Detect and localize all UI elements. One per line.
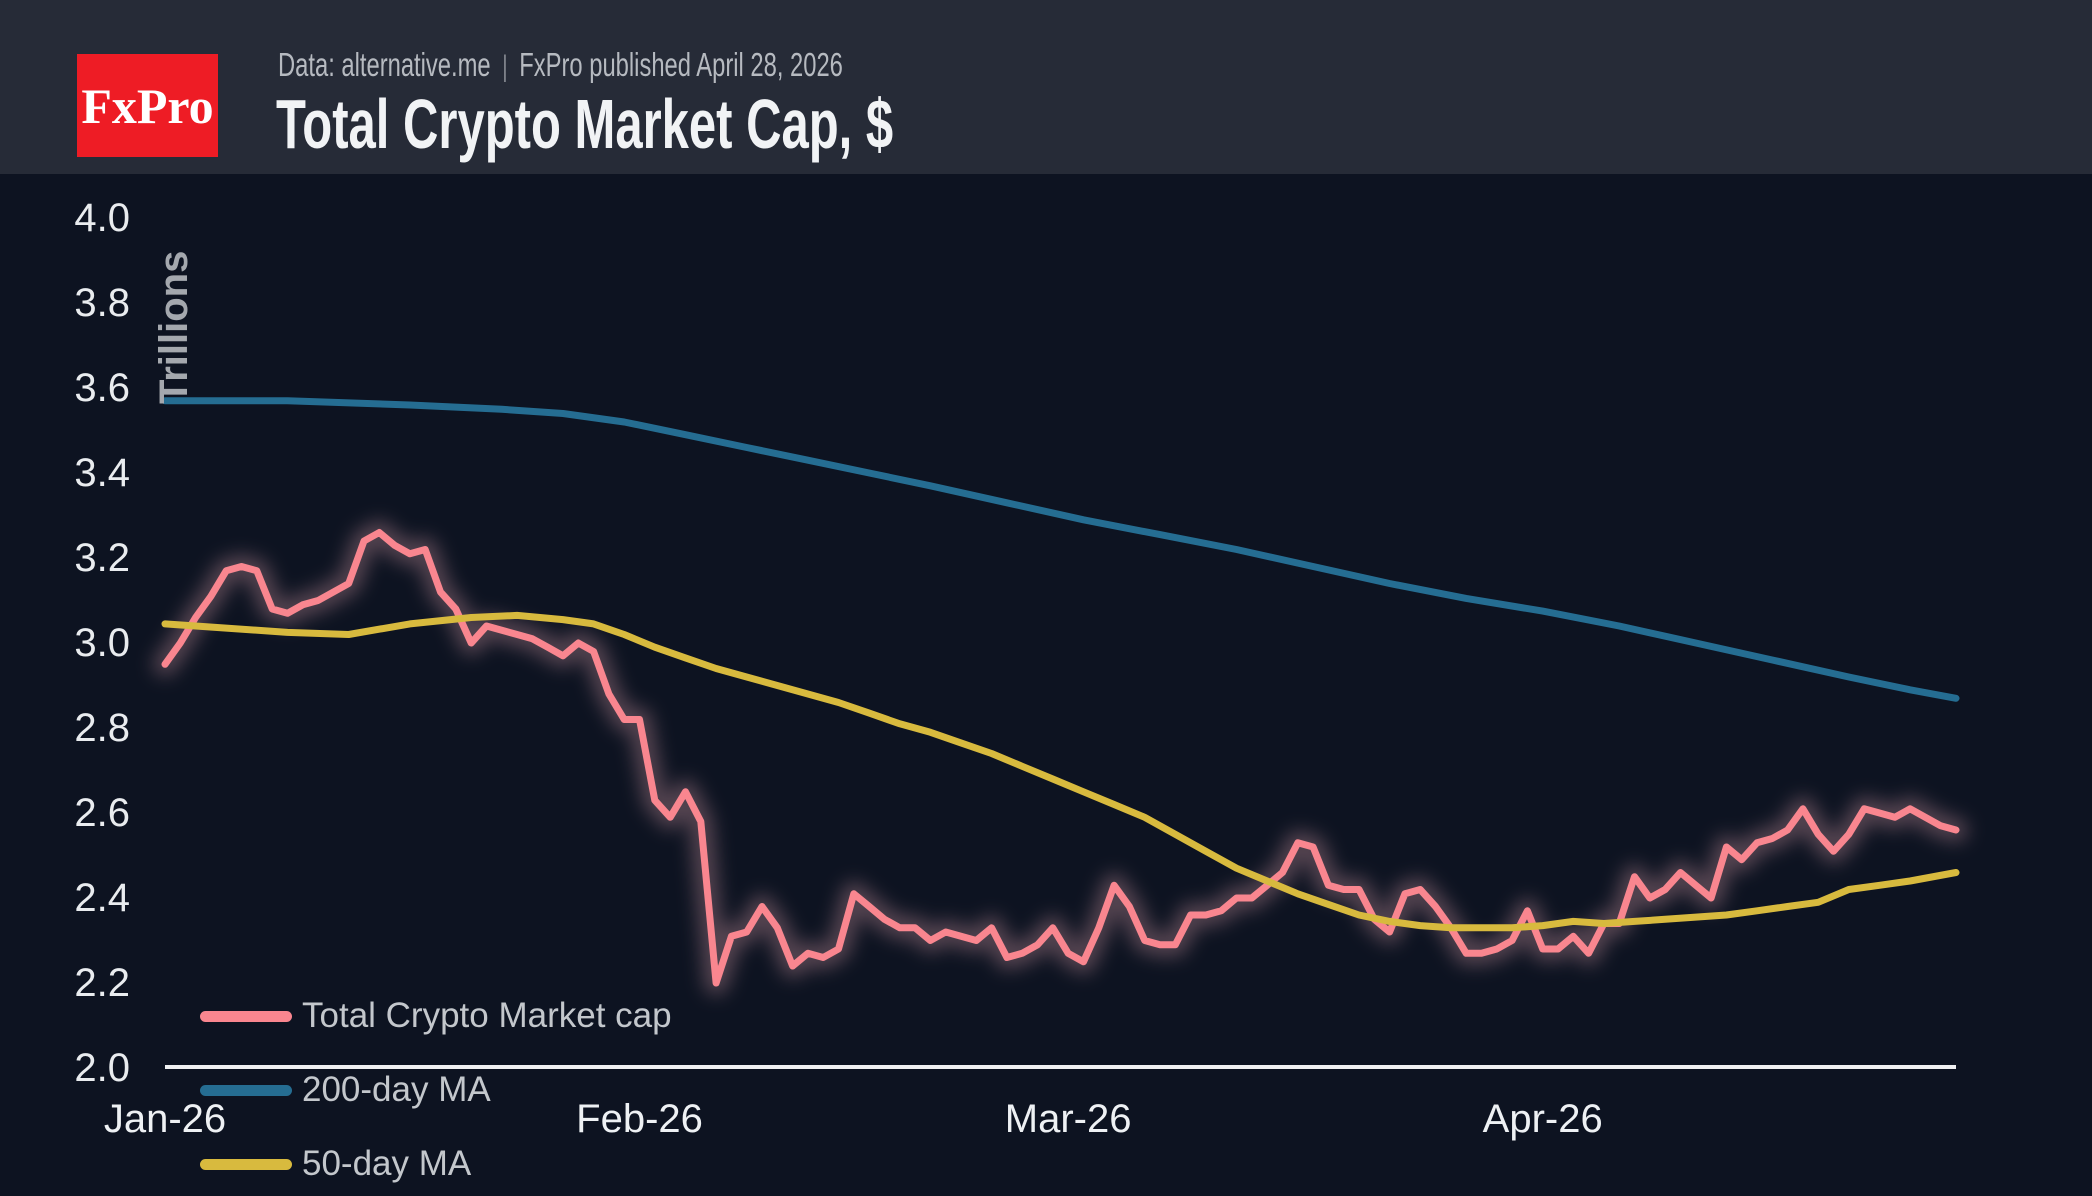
series-line-total-crypto-market-cap bbox=[161, 529, 1960, 987]
legend-label: 200-day MA bbox=[302, 1070, 491, 1109]
y-axis-tick-label: 2.8 bbox=[74, 706, 130, 750]
legend-item-total-crypto-market-cap: Total Crypto Market cap bbox=[200, 979, 672, 1053]
y-axis-tick-label: 3.4 bbox=[74, 451, 130, 495]
x-axis-tick-label: Feb-26 bbox=[576, 1097, 703, 1141]
header: FxPro Data: alternative.me | FxPro publish… bbox=[0, 0, 2092, 174]
legend-label: Total Crypto Market cap bbox=[302, 996, 672, 1035]
legend-swatch-50-day-ma bbox=[200, 1158, 292, 1170]
y-axis-tick-label: 4.0 bbox=[74, 196, 130, 240]
chart-area: 4.0 3.8 3.6 3.4 3.2 3.0 2.8 2.6 2.4 2.2 2.0 Jan-26… bbox=[0, 174, 2092, 1196]
y-axis-tick-label: 3.8 bbox=[74, 281, 130, 325]
y-axis-tick-label: 2.6 bbox=[74, 791, 130, 835]
legend-item-50-day-ma: 50-day MA bbox=[200, 1127, 672, 1196]
data-source-text: Data: alternative.me bbox=[278, 46, 491, 83]
fxpro-logo: FxPro bbox=[77, 54, 218, 157]
chart-subtitle: Data: alternative.me | FxPro published Apr… bbox=[278, 46, 843, 84]
y-axis-tick-label: 3.2 bbox=[74, 536, 130, 580]
series-line-50-day-ma bbox=[161, 611, 1960, 932]
legend-label: 50-day MA bbox=[302, 1144, 472, 1183]
separator-bar-icon: | bbox=[502, 50, 508, 83]
y-axis-tick-label: 2.0 bbox=[74, 1046, 130, 1090]
y-axis-tick-label: 3.0 bbox=[74, 621, 130, 665]
y-axis-tick-label: 2.2 bbox=[74, 961, 130, 1005]
y-axis-title: Trillions bbox=[152, 250, 196, 404]
legend-swatch-total-crypto-market-cap bbox=[200, 1010, 292, 1022]
legend-item-200-day-ma: 200-day MA bbox=[200, 1053, 672, 1127]
fxpro-logo-text: FxPro bbox=[81, 77, 214, 134]
legend-swatch-200-day-ma bbox=[200, 1084, 292, 1096]
market-cap-chart bbox=[153, 397, 1968, 1069]
chart-legend: Total Crypto Market cap 200-day MA 50-day … bbox=[200, 979, 672, 1196]
page-title: Total Crypto Market Cap, $ bbox=[276, 85, 894, 163]
x-axis-tick-label: Jan-26 bbox=[103, 1097, 227, 1141]
x-axis-tick-label: Mar-26 bbox=[1004, 1097, 1132, 1141]
series-line-200-day-ma bbox=[161, 397, 1960, 702]
y-axis-tick-label: 2.4 bbox=[74, 876, 130, 920]
published-text: FxPro published April 28, 2026 bbox=[519, 46, 843, 83]
y-axis-tick-label: 3.6 bbox=[74, 366, 130, 410]
x-axis-tick-label: Apr-26 bbox=[1482, 1097, 1603, 1141]
